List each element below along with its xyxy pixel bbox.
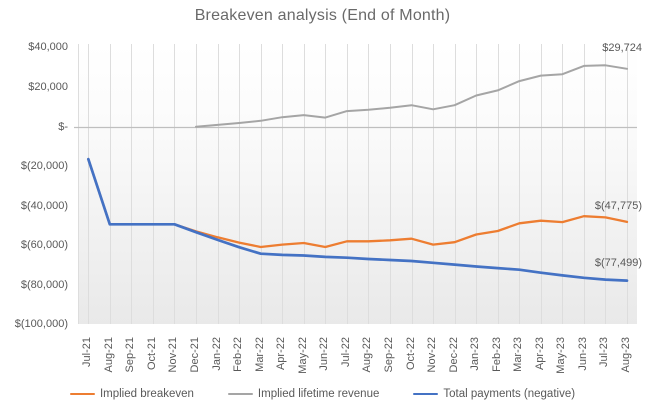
y-tick-label: $(20,000) [20,160,68,172]
x-tick-label: Nov-22 [426,337,438,373]
series-line-lifetime-revenue[interactable] [195,64,628,128]
legend-item-implied-breakeven[interactable]: Implied breakeven [69,388,194,400]
line-swatch-blue-icon [413,392,439,396]
line-swatch-gray-icon [227,392,253,396]
data-label-implied-breakeven: $(47,775) [594,200,642,212]
y-tick-label: $- [58,121,68,133]
x-tick-label: Jul-23 [598,337,610,367]
y-tick-label: $40,000 [28,41,68,53]
x-tick-label: Dec-22 [448,337,460,373]
gridlines [78,44,628,324]
x-tick-label: Sep-21 [124,337,136,373]
x-tick-label: Feb-22 [232,337,244,372]
data-label-lifetime-revenue: $29,724 [602,42,642,54]
data-label-total-payments: $(77,499) [594,257,642,269]
legend-label: Total payments (negative) [443,388,576,400]
x-tick-label: Feb-23 [491,337,503,372]
y-tick-label: $(60,000) [20,239,68,251]
legend-label: Implied breakeven [99,388,194,400]
x-tick-label: Nov-21 [167,337,179,373]
plot-background [78,44,637,324]
x-tick-label: Aug-22 [361,337,373,373]
x-tick-label: Jan-23 [469,337,481,371]
y-tick-label: $20,000 [28,81,68,93]
x-tick-label: Mar-23 [512,337,524,372]
legend-item-lifetime-revenue[interactable]: Implied lifetime revenue [227,388,380,400]
x-tick-label: Jun-22 [318,337,330,371]
y-tick-label: $(80,000) [20,279,68,291]
series-line-total-payments[interactable] [86,157,629,282]
y-tick-label: $(40,000) [20,200,68,212]
x-tick-label: Jul-22 [340,337,352,367]
x-tick-label: Apr-23 [534,337,546,371]
legend-label: Implied lifetime revenue [257,388,380,400]
x-tick-label: Jun-23 [577,337,589,371]
x-tick-label: Sep-22 [383,337,395,373]
y-tick-label: $(100,000) [14,318,68,330]
x-tick-label: Dec-21 [189,337,201,373]
x-tick-label: Mar-22 [254,337,266,372]
chart-legend: Implied breakeven Implied lifetime reven… [0,388,645,400]
x-tick-label: Aug-23 [620,337,632,373]
x-tick-label: Aug-21 [103,337,115,373]
chart-title: Breakeven analysis (End of Month) [194,7,451,24]
legend-item-total-payments[interactable]: Total payments (negative) [413,388,575,400]
x-tick-label: Apr-22 [275,337,287,371]
x-tick-label: Oct-21 [146,337,158,371]
line-swatch-orange-icon [69,392,95,396]
x-tick-label: Oct-22 [405,337,417,371]
x-tick-label: Jul-21 [81,337,93,367]
x-tick-label: May-22 [297,337,309,374]
x-tick-label: Jan-22 [211,337,223,371]
x-tick-label: May-23 [555,337,567,374]
